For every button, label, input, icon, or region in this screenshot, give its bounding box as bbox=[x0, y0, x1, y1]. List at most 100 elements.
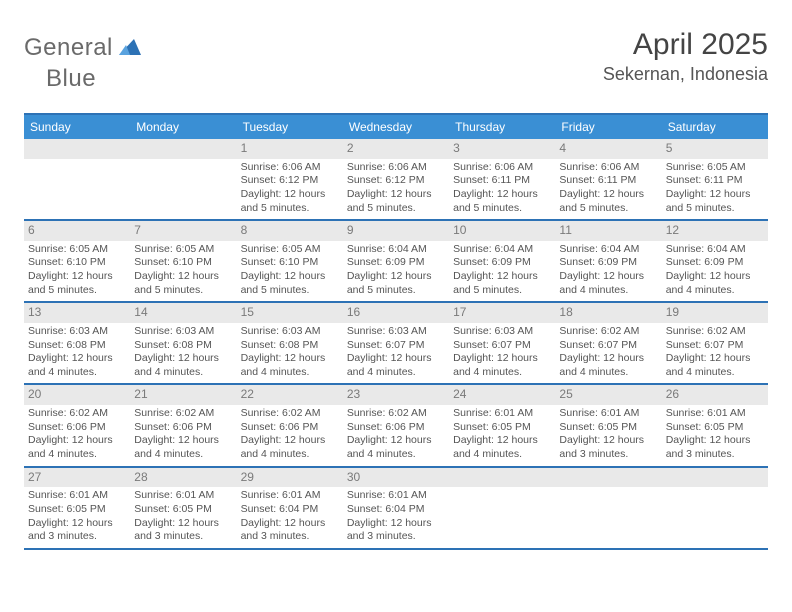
day-cell-8: 8Sunrise: 6:05 AMSunset: 6:10 PMDaylight… bbox=[237, 221, 343, 301]
day-number: 2 bbox=[343, 139, 449, 159]
day-cell-16: 16Sunrise: 6:03 AMSunset: 6:07 PMDayligh… bbox=[343, 303, 449, 383]
day-number: 3 bbox=[449, 139, 555, 159]
day-cell-15: 15Sunrise: 6:03 AMSunset: 6:08 PMDayligh… bbox=[237, 303, 343, 383]
title-block: April 2025 Sekernan, Indonesia bbox=[603, 28, 768, 85]
day-body: Sunrise: 6:05 AMSunset: 6:10 PMDaylight:… bbox=[237, 241, 343, 302]
day-body: Sunrise: 6:04 AMSunset: 6:09 PMDaylight:… bbox=[662, 241, 768, 302]
day-body: Sunrise: 6:03 AMSunset: 6:08 PMDaylight:… bbox=[24, 323, 130, 384]
dow-monday: Monday bbox=[130, 115, 236, 139]
day-body: Sunrise: 6:05 AMSunset: 6:11 PMDaylight:… bbox=[662, 159, 768, 220]
month-title: April 2025 bbox=[603, 28, 768, 62]
day-cell-25: 25Sunrise: 6:01 AMSunset: 6:05 PMDayligh… bbox=[555, 385, 661, 465]
day-number: 7 bbox=[130, 221, 236, 241]
day-cell-1: 1Sunrise: 6:06 AMSunset: 6:12 PMDaylight… bbox=[237, 139, 343, 219]
day-cell-2: 2Sunrise: 6:06 AMSunset: 6:12 PMDaylight… bbox=[343, 139, 449, 219]
day-body: Sunrise: 6:01 AMSunset: 6:05 PMDaylight:… bbox=[130, 487, 236, 548]
day-body: Sunrise: 6:06 AMSunset: 6:11 PMDaylight:… bbox=[449, 159, 555, 220]
day-number: 28 bbox=[130, 468, 236, 488]
day-number: 19 bbox=[662, 303, 768, 323]
day-body: Sunrise: 6:06 AMSunset: 6:11 PMDaylight:… bbox=[555, 159, 661, 220]
day-cell-17: 17Sunrise: 6:03 AMSunset: 6:07 PMDayligh… bbox=[449, 303, 555, 383]
day-number: 6 bbox=[24, 221, 130, 241]
day-number: 25 bbox=[555, 385, 661, 405]
day-number: 21 bbox=[130, 385, 236, 405]
dow-tuesday: Tuesday bbox=[237, 115, 343, 139]
day-body: Sunrise: 6:02 AMSunset: 6:06 PMDaylight:… bbox=[130, 405, 236, 466]
week-row: 20Sunrise: 6:02 AMSunset: 6:06 PMDayligh… bbox=[24, 385, 768, 467]
day-number: 18 bbox=[555, 303, 661, 323]
week-row: . . 1Sunrise: 6:06 AMSunset: 6:12 PMDayl… bbox=[24, 139, 768, 221]
day-body: Sunrise: 6:02 AMSunset: 6:06 PMDaylight:… bbox=[24, 405, 130, 466]
day-body: Sunrise: 6:06 AMSunset: 6:12 PMDaylight:… bbox=[237, 159, 343, 220]
day-cell-24: 24Sunrise: 6:01 AMSunset: 6:05 PMDayligh… bbox=[449, 385, 555, 465]
day-cell-4: 4Sunrise: 6:06 AMSunset: 6:11 PMDaylight… bbox=[555, 139, 661, 219]
day-number: 9 bbox=[343, 221, 449, 241]
dow-saturday: Saturday bbox=[662, 115, 768, 139]
day-number: 14 bbox=[130, 303, 236, 323]
day-cell-19: 19Sunrise: 6:02 AMSunset: 6:07 PMDayligh… bbox=[662, 303, 768, 383]
day-number: 29 bbox=[237, 468, 343, 488]
day-body: Sunrise: 6:05 AMSunset: 6:10 PMDaylight:… bbox=[130, 241, 236, 302]
day-body: Sunrise: 6:01 AMSunset: 6:05 PMDaylight:… bbox=[24, 487, 130, 548]
day-cell-13: 13Sunrise: 6:03 AMSunset: 6:08 PMDayligh… bbox=[24, 303, 130, 383]
day-cell-6: 6Sunrise: 6:05 AMSunset: 6:10 PMDaylight… bbox=[24, 221, 130, 301]
day-cell-18: 18Sunrise: 6:02 AMSunset: 6:07 PMDayligh… bbox=[555, 303, 661, 383]
day-number: 10 bbox=[449, 221, 555, 241]
day-number: 13 bbox=[24, 303, 130, 323]
location: Sekernan, Indonesia bbox=[603, 64, 768, 85]
day-cell-5: 5Sunrise: 6:05 AMSunset: 6:11 PMDaylight… bbox=[662, 139, 768, 219]
day-number: 11 bbox=[555, 221, 661, 241]
day-number: 17 bbox=[449, 303, 555, 323]
day-number: 30 bbox=[343, 468, 449, 488]
day-body: Sunrise: 6:06 AMSunset: 6:12 PMDaylight:… bbox=[343, 159, 449, 220]
day-cell-10: 10Sunrise: 6:04 AMSunset: 6:09 PMDayligh… bbox=[449, 221, 555, 301]
day-cell-28: 28Sunrise: 6:01 AMSunset: 6:05 PMDayligh… bbox=[130, 468, 236, 548]
day-cell-3: 3Sunrise: 6:06 AMSunset: 6:11 PMDaylight… bbox=[449, 139, 555, 219]
day-body: Sunrise: 6:04 AMSunset: 6:09 PMDaylight:… bbox=[449, 241, 555, 302]
logo: General bbox=[24, 28, 145, 62]
day-number: 20 bbox=[24, 385, 130, 405]
day-cell-14: 14Sunrise: 6:03 AMSunset: 6:08 PMDayligh… bbox=[130, 303, 236, 383]
day-cell-27: 27Sunrise: 6:01 AMSunset: 6:05 PMDayligh… bbox=[24, 468, 130, 548]
day-cell-11: 11Sunrise: 6:04 AMSunset: 6:09 PMDayligh… bbox=[555, 221, 661, 301]
day-cell-12: 12Sunrise: 6:04 AMSunset: 6:09 PMDayligh… bbox=[662, 221, 768, 301]
day-cell-23: 23Sunrise: 6:02 AMSunset: 6:06 PMDayligh… bbox=[343, 385, 449, 465]
day-body: Sunrise: 6:01 AMSunset: 6:05 PMDaylight:… bbox=[555, 405, 661, 466]
week-row: 13Sunrise: 6:03 AMSunset: 6:08 PMDayligh… bbox=[24, 303, 768, 385]
dow-thursday: Thursday bbox=[449, 115, 555, 139]
day-body: Sunrise: 6:02 AMSunset: 6:06 PMDaylight:… bbox=[343, 405, 449, 466]
day-body: Sunrise: 6:01 AMSunset: 6:05 PMDaylight:… bbox=[449, 405, 555, 466]
day-body: Sunrise: 6:04 AMSunset: 6:09 PMDaylight:… bbox=[343, 241, 449, 302]
day-cell-empty: . bbox=[555, 468, 661, 548]
day-number: 27 bbox=[24, 468, 130, 488]
day-cell-empty: . bbox=[130, 139, 236, 219]
day-body: Sunrise: 6:01 AMSunset: 6:05 PMDaylight:… bbox=[662, 405, 768, 466]
dow-friday: Friday bbox=[555, 115, 661, 139]
logo-text-blue: Blue bbox=[46, 65, 96, 93]
logo-triangle-icon bbox=[119, 37, 141, 60]
day-number: 1 bbox=[237, 139, 343, 159]
day-number: 4 bbox=[555, 139, 661, 159]
calendar: SundayMondayTuesdayWednesdayThursdayFrid… bbox=[24, 113, 768, 550]
day-cell-7: 7Sunrise: 6:05 AMSunset: 6:10 PMDaylight… bbox=[130, 221, 236, 301]
day-number: 16 bbox=[343, 303, 449, 323]
day-number: 8 bbox=[237, 221, 343, 241]
day-number: 22 bbox=[237, 385, 343, 405]
day-cell-empty: . bbox=[662, 468, 768, 548]
day-number: 12 bbox=[662, 221, 768, 241]
day-cell-empty: . bbox=[24, 139, 130, 219]
day-cell-9: 9Sunrise: 6:04 AMSunset: 6:09 PMDaylight… bbox=[343, 221, 449, 301]
day-body: Sunrise: 6:03 AMSunset: 6:08 PMDaylight:… bbox=[237, 323, 343, 384]
day-number: 15 bbox=[237, 303, 343, 323]
day-number: 5 bbox=[662, 139, 768, 159]
day-body: Sunrise: 6:02 AMSunset: 6:06 PMDaylight:… bbox=[237, 405, 343, 466]
day-body: Sunrise: 6:02 AMSunset: 6:07 PMDaylight:… bbox=[662, 323, 768, 384]
week-row: 27Sunrise: 6:01 AMSunset: 6:05 PMDayligh… bbox=[24, 468, 768, 550]
day-cell-20: 20Sunrise: 6:02 AMSunset: 6:06 PMDayligh… bbox=[24, 385, 130, 465]
day-body: Sunrise: 6:03 AMSunset: 6:08 PMDaylight:… bbox=[130, 323, 236, 384]
day-body: Sunrise: 6:03 AMSunset: 6:07 PMDaylight:… bbox=[449, 323, 555, 384]
day-cell-empty: . bbox=[449, 468, 555, 548]
day-cell-29: 29Sunrise: 6:01 AMSunset: 6:04 PMDayligh… bbox=[237, 468, 343, 548]
day-number: 26 bbox=[662, 385, 768, 405]
dow-wednesday: Wednesday bbox=[343, 115, 449, 139]
